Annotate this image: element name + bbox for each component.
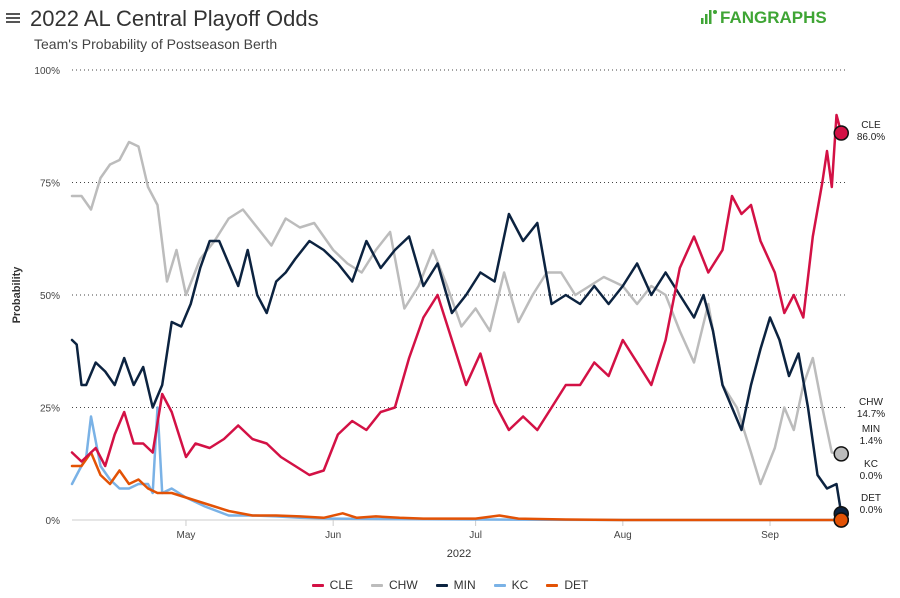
series-line-det — [70, 451, 843, 522]
end-label-value-cle: 86.0% — [857, 132, 885, 143]
fangraphs-logo-text: FANGRAPHS — [720, 8, 827, 27]
end-label-value-det: 0.0% — [860, 505, 883, 516]
end-label-name-chw: CHW — [859, 397, 883, 408]
y-tick-label: 0% — [46, 516, 61, 527]
y-tick-label: 25% — [40, 404, 60, 415]
series-line-min — [70, 212, 843, 515]
end-label-name-kc: KC — [864, 459, 878, 470]
end-label-value-kc: 0.0% — [860, 471, 883, 482]
legend-label: MIN — [453, 578, 476, 592]
chart-subtitle: Team's Probability of Postseason Berth — [34, 36, 278, 52]
chart-title: 2022 AL Central Playoff Odds — [30, 6, 319, 31]
fangraphs-logo[interactable]: FANGRAPHS — [700, 8, 827, 28]
hamburger-icon[interactable] — [6, 11, 20, 25]
y-tick-label: 75% — [40, 179, 60, 190]
legend-item-det[interactable]: DET — [546, 578, 588, 592]
endpoint-marker-chw — [833, 446, 850, 462]
series-line-cle — [70, 113, 843, 477]
legend-item-chw[interactable]: CHW — [371, 578, 418, 592]
endpoint-marker-cle — [833, 125, 850, 141]
y-tick-label: 50% — [40, 291, 60, 302]
y-tick-label: 100% — [34, 66, 60, 77]
series-line-chw — [70, 140, 843, 486]
endpoint-marker-det — [833, 512, 850, 528]
y-axis: 0% 25% 50% 75% 100% — [34, 66, 60, 527]
legend-label: CHW — [389, 578, 418, 592]
series-line-kc — [70, 406, 843, 522]
x-tick-label: May — [177, 530, 196, 541]
end-label-name-min: MIN — [862, 424, 880, 435]
legend-swatch — [493, 584, 506, 588]
legend-item-cle[interactable]: CLE — [311, 578, 353, 592]
x-tick-label: Jun — [325, 530, 341, 541]
legend-swatch — [371, 584, 383, 588]
x-tick-label: Jul — [469, 530, 482, 541]
chart-header: 2022 AL Central Playoff Odds Team's Prob… — [6, 6, 894, 56]
end-label-name-det: DET — [861, 493, 881, 504]
x-tick-label: Sep — [761, 530, 779, 541]
legend-swatch — [435, 584, 448, 588]
x-axis: May Jun Jul Aug Sep — [177, 520, 779, 541]
y-axis-label: Probability — [11, 266, 23, 324]
legend-swatch — [546, 584, 559, 588]
end-label-name-cle: CLE — [861, 120, 881, 131]
end-label-value-chw: 14.7% — [857, 409, 885, 420]
x-axis-label: 2022 — [447, 548, 471, 560]
series-lines — [70, 113, 843, 522]
legend-label: DET — [564, 578, 589, 592]
legend-swatch — [311, 584, 324, 588]
legend-item-min[interactable]: MIN — [435, 578, 476, 592]
legend-label: CLE — [329, 578, 353, 592]
legend-item-kc[interactable]: KC — [493, 578, 529, 592]
grid-lines — [72, 69, 846, 408]
x-tick-label: Aug — [614, 530, 632, 541]
chart-legend: CLE CHW MIN KC DET — [0, 578, 900, 598]
playoff-odds-chart: 0% 25% 50% 75% 100% May Jun Jul Aug Sep 2022 Pro… — [11, 66, 885, 560]
legend-label: KC — [511, 578, 529, 592]
end-label-value-min: 1.4% — [860, 436, 883, 447]
fangraphs-logo-icon — [701, 10, 717, 24]
series-endpoints — [833, 125, 850, 528]
